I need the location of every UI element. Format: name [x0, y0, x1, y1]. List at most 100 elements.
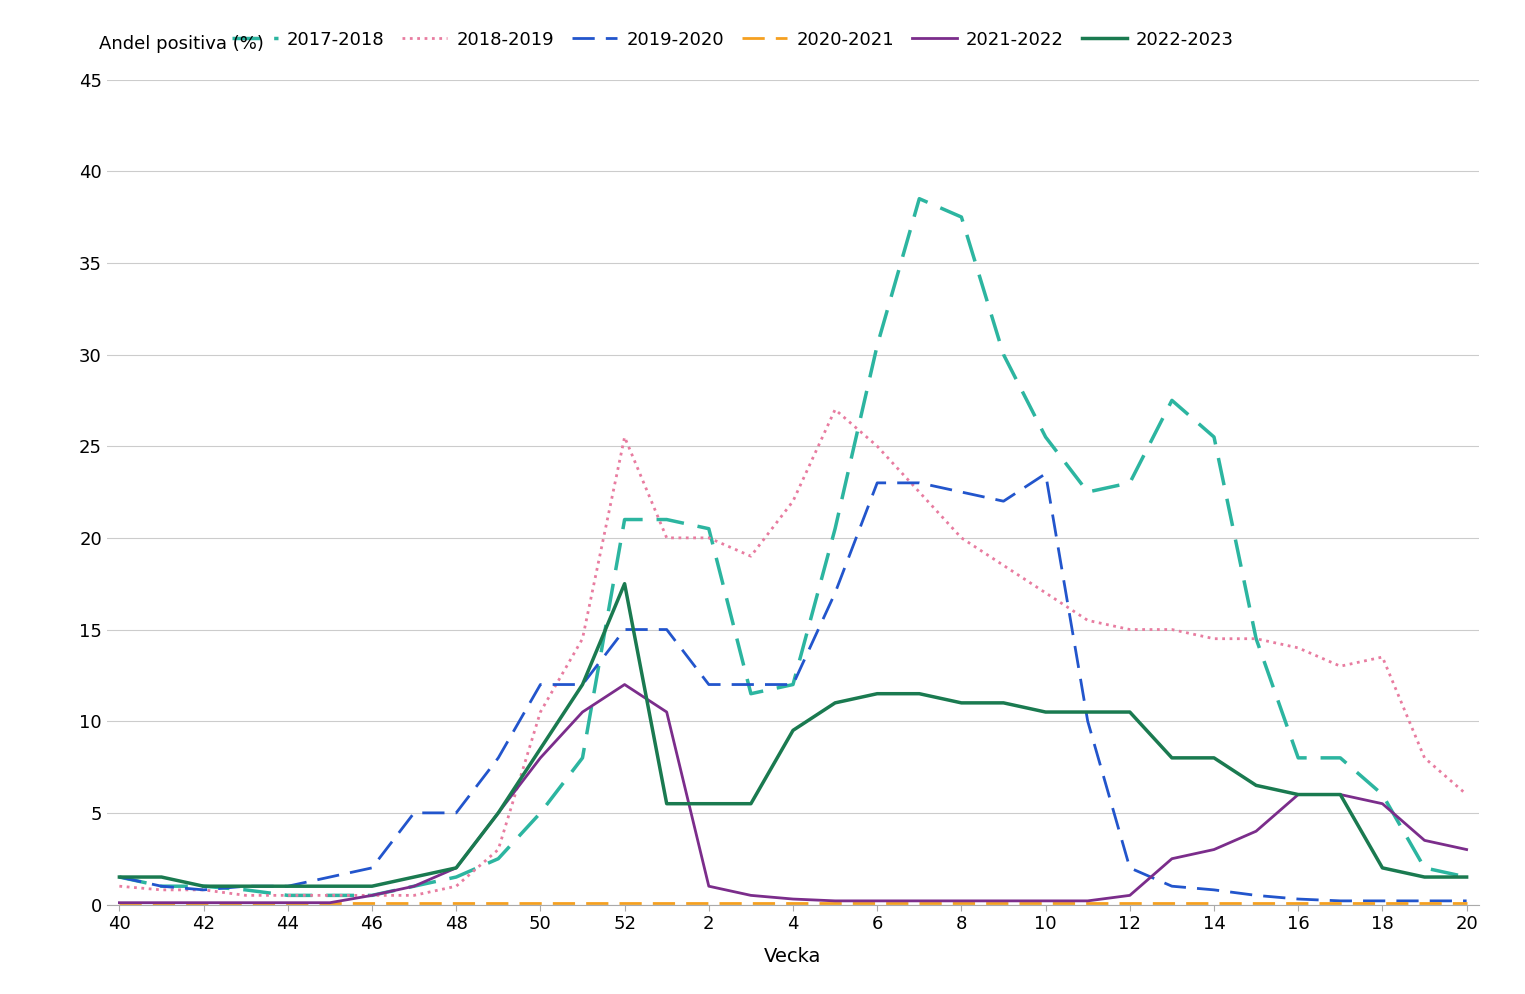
2021-2022 [320, 897, 339, 909]
2017-2018 [616, 514, 634, 526]
2022-2023 [1289, 788, 1307, 800]
2021-2022 [363, 890, 381, 902]
2017-2018 [1078, 486, 1096, 498]
2017-2018 [194, 881, 212, 893]
2021-2022 [1331, 788, 1350, 800]
X-axis label: Vecka: Vecka [764, 947, 822, 966]
2022-2023 [1247, 779, 1266, 791]
2020-2021 [1037, 897, 1055, 909]
2017-2018 [1374, 788, 1392, 800]
2021-2022 [531, 751, 549, 763]
2017-2018 [236, 884, 255, 896]
2019-2020 [1331, 895, 1350, 907]
2017-2018 [784, 679, 802, 691]
2017-2018 [657, 514, 676, 526]
2019-2020 [1458, 895, 1476, 907]
2022-2023 [490, 807, 508, 819]
2019-2020 [657, 623, 676, 635]
2021-2022 [1121, 890, 1139, 902]
2018-2019 [1374, 651, 1392, 663]
2018-2019 [868, 440, 886, 452]
2017-2018 [1121, 477, 1139, 489]
2021-2022 [1458, 844, 1476, 856]
Line: 2021-2022: 2021-2022 [119, 685, 1467, 903]
2020-2021 [1331, 897, 1350, 909]
2022-2023 [910, 688, 929, 700]
2022-2023 [1331, 788, 1350, 800]
2020-2021 [784, 897, 802, 909]
2022-2023 [320, 881, 339, 893]
2018-2019 [110, 881, 128, 893]
2021-2022 [868, 895, 886, 907]
2018-2019 [363, 890, 381, 902]
2019-2020 [447, 807, 465, 819]
2018-2019 [1205, 633, 1223, 645]
2020-2021 [952, 897, 970, 909]
2020-2021 [657, 897, 676, 909]
Line: 2018-2019: 2018-2019 [119, 410, 1467, 896]
2018-2019 [1415, 751, 1434, 763]
2018-2019 [447, 881, 465, 893]
2019-2020 [1415, 895, 1434, 907]
2022-2023 [110, 871, 128, 883]
2017-2018 [110, 871, 128, 883]
2017-2018 [1415, 862, 1434, 874]
2021-2022 [406, 881, 424, 893]
2018-2019 [236, 890, 255, 902]
2020-2021 [573, 897, 592, 909]
2022-2023 [616, 578, 634, 589]
2021-2022 [1374, 798, 1392, 810]
2018-2019 [490, 844, 508, 856]
2022-2023 [279, 881, 297, 893]
2021-2022 [784, 893, 802, 905]
2020-2021 [1247, 897, 1266, 909]
2021-2022 [573, 706, 592, 718]
2020-2021 [1374, 897, 1392, 909]
2021-2022 [827, 895, 845, 907]
2019-2020 [279, 881, 297, 893]
2022-2023 [531, 743, 549, 754]
2022-2023 [952, 697, 970, 709]
2019-2020 [152, 881, 171, 893]
2018-2019 [194, 884, 212, 896]
2022-2023 [1458, 871, 1476, 883]
2020-2021 [236, 897, 255, 909]
2018-2019 [531, 706, 549, 718]
2019-2020 [741, 679, 759, 691]
2019-2020 [952, 486, 970, 498]
2019-2020 [700, 679, 718, 691]
2019-2020 [236, 881, 255, 893]
2018-2019 [700, 532, 718, 544]
2021-2022 [447, 862, 465, 874]
2018-2019 [741, 551, 759, 563]
2017-2018 [573, 751, 592, 763]
2022-2023 [1037, 706, 1055, 718]
2017-2018 [406, 881, 424, 893]
2018-2019 [1078, 614, 1096, 626]
2020-2021 [994, 897, 1013, 909]
2020-2021 [447, 897, 465, 909]
2020-2021 [1078, 897, 1096, 909]
2020-2021 [1415, 897, 1434, 909]
2022-2023 [1205, 751, 1223, 763]
2017-2018 [1037, 431, 1055, 443]
2017-2018 [1162, 395, 1180, 407]
2019-2020 [1247, 890, 1266, 902]
2018-2019 [1121, 623, 1139, 635]
2022-2023 [657, 798, 676, 810]
2020-2021 [1205, 897, 1223, 909]
2021-2022 [616, 679, 634, 691]
2020-2021 [110, 897, 128, 909]
2018-2019 [910, 486, 929, 498]
2018-2019 [320, 890, 339, 902]
2022-2023 [363, 881, 381, 893]
2018-2019 [1458, 788, 1476, 800]
2021-2022 [279, 897, 297, 909]
2019-2020 [1037, 468, 1055, 480]
2018-2019 [994, 560, 1013, 572]
2022-2023 [406, 871, 424, 883]
2019-2020 [910, 477, 929, 489]
2019-2020 [827, 586, 845, 598]
2019-2020 [868, 477, 886, 489]
2019-2020 [1162, 881, 1180, 893]
